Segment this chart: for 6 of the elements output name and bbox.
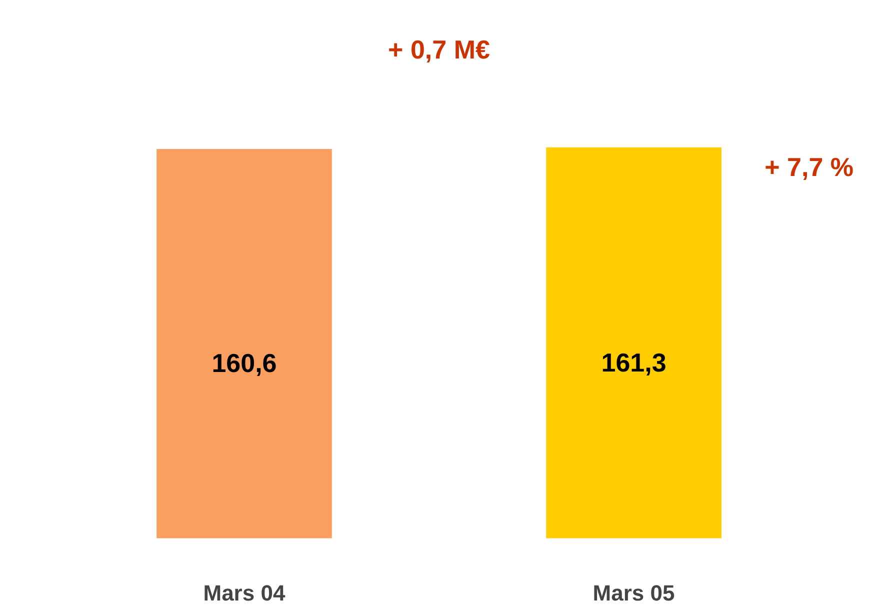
data-label: 161,3 <box>601 347 666 378</box>
x-tick-label: Mars 05 <box>592 580 675 606</box>
annotation: + 7,7 % <box>764 152 854 182</box>
x-tick-label: Mars 04 <box>203 580 286 606</box>
text: + 0,7 M€ <box>388 34 490 65</box>
data-label: 160,6 <box>212 348 277 378</box>
